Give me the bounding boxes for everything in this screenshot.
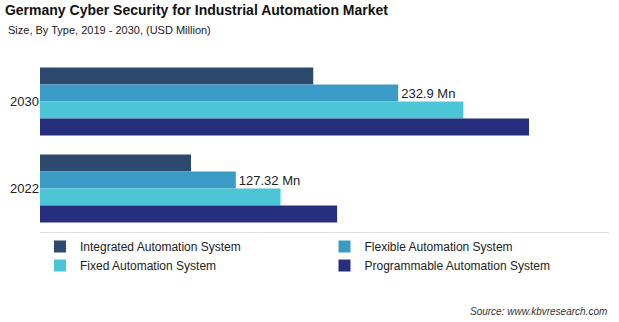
- svg-text:Integrated Automation System: Integrated Automation System: [80, 240, 241, 254]
- svg-text:2030: 2030: [10, 94, 39, 109]
- svg-text:2022: 2022: [10, 181, 39, 196]
- svg-text:Programmable Automation System: Programmable Automation System: [365, 259, 550, 273]
- svg-text:127.32 Mn: 127.32 Mn: [239, 173, 300, 188]
- svg-text:232.9 Mn: 232.9 Mn: [401, 86, 455, 101]
- svg-text:Flexible Automation System: Flexible Automation System: [365, 240, 513, 254]
- svg-text:Size, By Type, 2019 - 2030, (U: Size, By Type, 2019 - 2030, (USD Million…: [8, 24, 211, 36]
- svg-text:Source: www.kbvresearch.com: Source: www.kbvresearch.com: [470, 306, 607, 317]
- svg-text:Fixed Automation System: Fixed Automation System: [80, 259, 216, 273]
- svg-text:Germany Cyber Security for Ind: Germany Cyber Security for Industrial Au…: [5, 2, 388, 18]
